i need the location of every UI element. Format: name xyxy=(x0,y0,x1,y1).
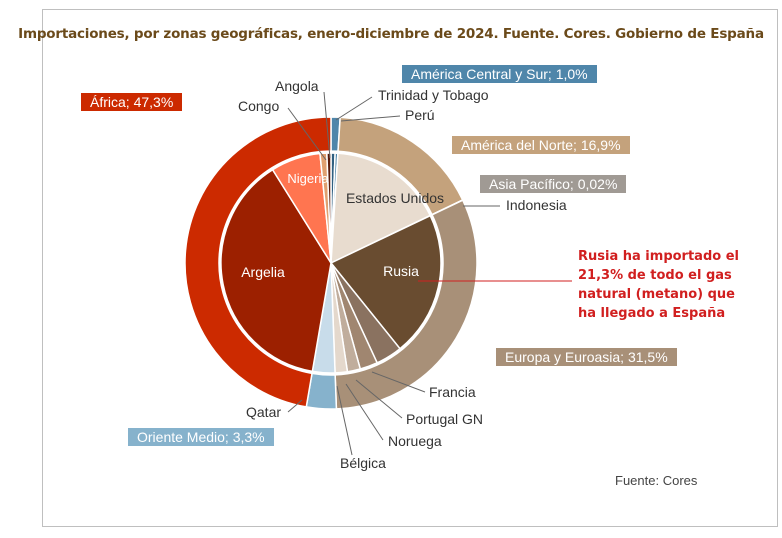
label-nigeria: Nigeria xyxy=(287,171,329,186)
label-rusia: Rusia xyxy=(383,263,419,279)
label-angola: Angola xyxy=(275,78,319,94)
leader-qatar xyxy=(287,399,303,413)
leader-lines xyxy=(287,91,572,456)
leader-noruega xyxy=(345,383,384,441)
annotation-line-1: Rusia ha importado el xyxy=(578,249,739,264)
label-europa-euroasia: Europa y Euroasia; 31,5% xyxy=(496,348,677,366)
label-argelia: Argelia xyxy=(241,264,285,280)
label-belgica: Bélgica xyxy=(340,455,386,471)
leader-peru xyxy=(340,115,401,122)
leader-francia xyxy=(371,371,426,393)
rusia-annotation: Rusia ha importado el 21,3% de todo el g… xyxy=(578,247,748,323)
annotation-line-2: 21,3% de todo el gas xyxy=(578,268,732,283)
label-africa: África; 47,3% xyxy=(81,93,183,111)
label-america-central-sur: América Central y Sur; 1,0% xyxy=(402,65,597,83)
label-oriente-medio: Oriente Medio; 3,3% xyxy=(128,428,274,446)
label-qatar: Qatar xyxy=(246,404,282,420)
label-estados-unidos: Estados Unidos xyxy=(346,190,444,206)
inner-pie xyxy=(220,152,442,374)
leader-portugal xyxy=(355,379,403,419)
leader-congo xyxy=(287,107,327,161)
source-note: Fuente: Cores xyxy=(615,473,698,488)
leader-trinidad xyxy=(335,96,373,121)
label-portugal: Portugal GN xyxy=(406,411,484,427)
outer-ring xyxy=(184,116,478,410)
label-america-norte: América del Norte; 16,9% xyxy=(452,136,630,154)
leader-angola xyxy=(323,91,331,159)
inner-labels: Estados Unidos Rusia Argelia Nigeria xyxy=(241,171,444,280)
leader-belgica xyxy=(336,385,353,456)
label-indonesia: Indonesia xyxy=(506,197,567,213)
inner-slice-estados-unidos xyxy=(330,152,432,265)
annotation-line-3: natural (metano) que xyxy=(578,287,735,302)
label-congo: Congo xyxy=(238,98,280,114)
label-peru: Perú xyxy=(405,107,435,123)
inner-slice-rusia xyxy=(329,214,442,350)
inner-slice-angola xyxy=(326,152,332,264)
annotation-line-4: ha llegado a España xyxy=(578,306,726,321)
label-noruega: Noruega xyxy=(388,433,442,449)
chart-title: Importaciones, por zonas geográficas, en… xyxy=(18,26,764,42)
label-asia-pacifico: Asia Pacífico; 0,02% xyxy=(480,175,627,193)
label-trinidad: Trinidad y Tobago xyxy=(378,87,489,103)
label-francia: Francia xyxy=(429,384,476,400)
outer-slice-africa xyxy=(184,116,332,408)
